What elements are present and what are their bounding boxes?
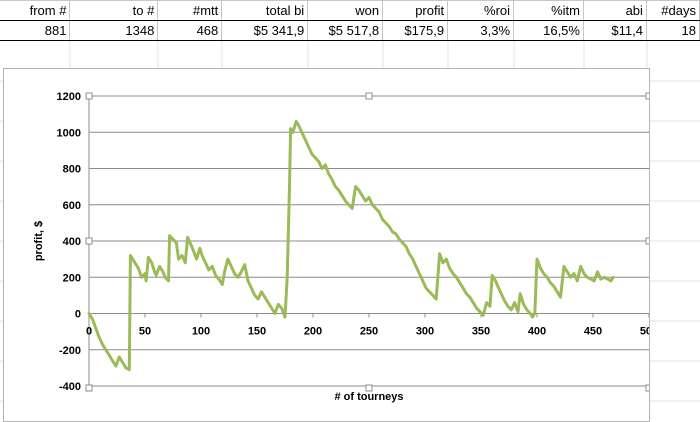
series-line-profit: [87, 119, 615, 372]
x-tick-label: 50: [139, 326, 151, 338]
resize-handle[interactable]: [645, 384, 649, 392]
value-cell-days[interactable]: 18: [645, 20, 700, 41]
header-cell-from[interactable]: from #: [0, 0, 71, 21]
resize-handle[interactable]: [365, 92, 373, 100]
x-tick-label: 500: [640, 326, 649, 338]
value-cell-mtt[interactable]: 468: [157, 20, 223, 41]
x-tick-label: 200: [304, 326, 322, 338]
resize-handle[interactable]: [645, 237, 649, 245]
x-tick-label: 400: [528, 326, 546, 338]
header-cell-profit[interactable]: profit: [382, 0, 449, 21]
value-cell-itm[interactable]: 16,5%: [513, 20, 584, 41]
y-tick-label: -400: [59, 381, 81, 393]
resize-handle[interactable]: [365, 384, 373, 392]
y-tick-label: 200: [63, 272, 81, 284]
table-value-row: 881 1348 468 $5 341,9 $5 517,8 $175,9 3,…: [0, 20, 700, 41]
header-cell-mtt[interactable]: #mtt: [157, 0, 223, 21]
stats-table: from # to # #mtt total bi won profit %ro…: [0, 0, 700, 41]
header-cell-roi[interactable]: %roi: [447, 0, 515, 21]
header-cell-total-bi[interactable]: total bi: [221, 0, 309, 21]
value-cell-won[interactable]: $5 517,8: [307, 20, 384, 41]
value-cell-roi[interactable]: 3,3%: [447, 20, 515, 41]
value-cell-from[interactable]: 881: [0, 20, 71, 41]
x-tick-label: 250: [360, 326, 378, 338]
x-axis-title: # of tourneys: [334, 391, 403, 403]
table-header-row: from # to # #mtt total bi won profit %ro…: [0, 0, 700, 21]
value-cell-to[interactable]: 1348: [69, 20, 159, 41]
y-tick-label: 800: [63, 164, 81, 176]
x-tick-label: 300: [416, 326, 434, 338]
y-tick-label: 0: [75, 309, 81, 321]
resize-handle[interactable]: [645, 92, 649, 100]
profit-line-chart[interactable]: -400 -200 0 200 400 600 800 1000 1200 0 50 100 150 2…: [4, 69, 649, 421]
header-cell-abi[interactable]: abi: [582, 0, 647, 21]
header-cell-itm[interactable]: %itm: [513, 0, 584, 21]
resize-handle[interactable]: [85, 384, 93, 392]
x-tick-label: 350: [472, 326, 490, 338]
y-tick-labels: -400 -200 0 200 400 600 800 1000 1200: [57, 91, 81, 393]
y-tick-label: 600: [63, 200, 81, 212]
chart-resize-handles[interactable]: [85, 92, 649, 392]
resize-handle[interactable]: [85, 92, 93, 100]
y-tick-label: 400: [63, 236, 81, 248]
chart-object[interactable]: -400 -200 0 200 400 600 800 1000 1200 0 50 100 150 2…: [3, 68, 650, 422]
header-cell-won[interactable]: won: [307, 0, 384, 21]
y-tick-label: 1000: [57, 127, 81, 139]
y-tick-label: 1200: [57, 91, 81, 103]
resize-handle[interactable]: [85, 237, 93, 245]
value-cell-profit[interactable]: $175,9: [382, 20, 449, 41]
y-axis-title: profit, $: [33, 221, 45, 261]
header-cell-days[interactable]: #days: [645, 0, 700, 21]
y-tick-label: -200: [59, 345, 81, 357]
value-cell-abi[interactable]: $11,4: [582, 20, 647, 41]
x-tick-label: 100: [192, 326, 210, 338]
value-cell-total-bi[interactable]: $5 341,9: [221, 20, 309, 41]
header-cell-to[interactable]: to #: [69, 0, 159, 21]
x-tick-label: 150: [248, 326, 266, 338]
x-tick-labels: 0 50 100 150 200 250 300 350 400 450 500: [86, 326, 649, 338]
x-tick-label: 0: [86, 326, 92, 338]
x-tick-label: 450: [584, 326, 602, 338]
